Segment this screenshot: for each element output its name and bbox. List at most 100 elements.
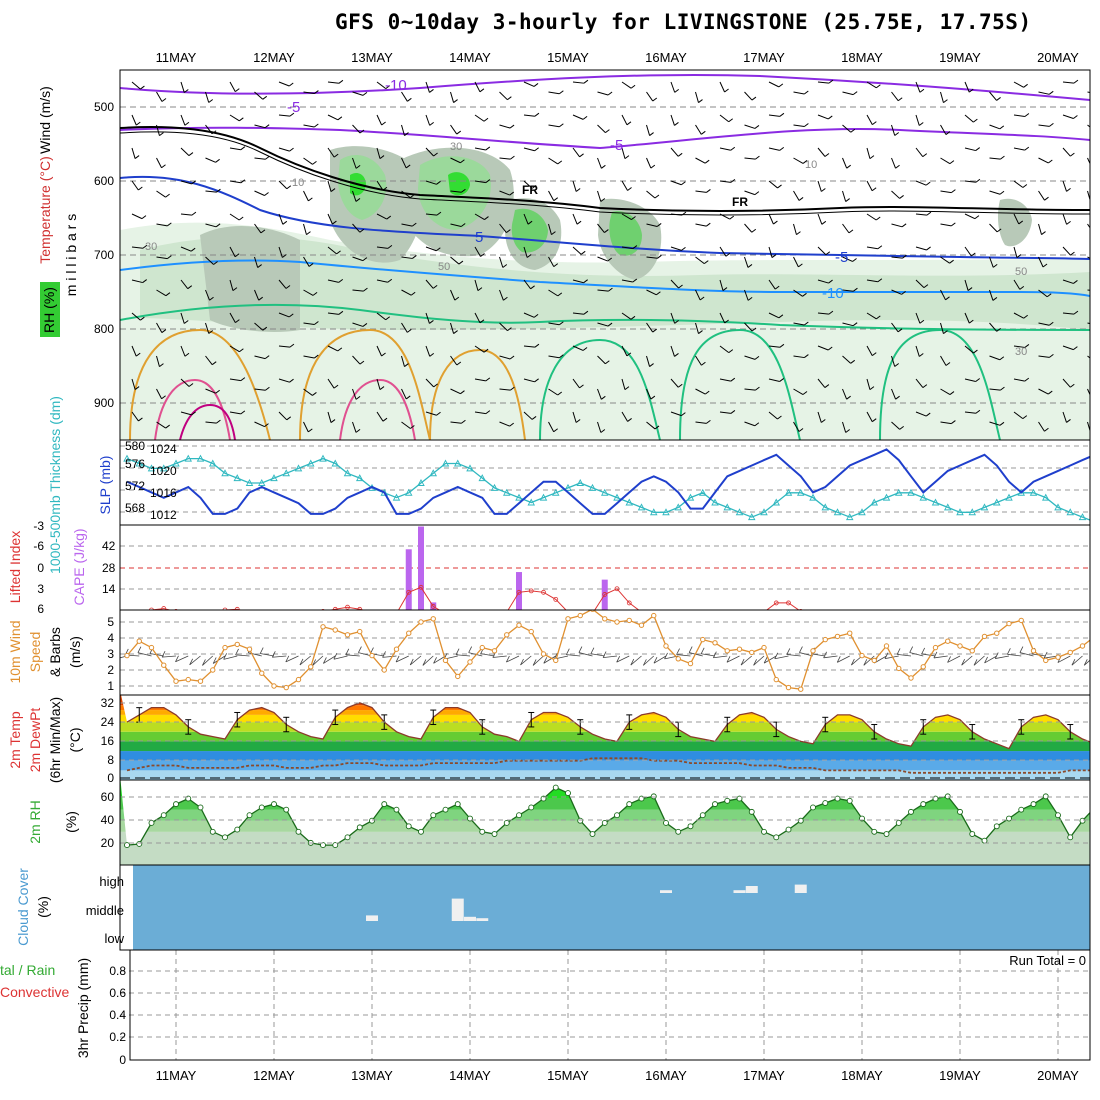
upper-wind-barb <box>915 114 920 126</box>
upper-wind-barb-flag <box>232 287 238 291</box>
rh-marker <box>957 808 963 815</box>
upper-wind-barb-flag <box>652 328 658 333</box>
temp-tick: 8 <box>107 753 114 767</box>
upper-wind-barb-flag <box>264 355 270 360</box>
surface-wind-barb-flag <box>323 657 327 664</box>
surface-wind-barb <box>189 655 201 666</box>
upper-wind-barb <box>621 312 632 320</box>
thickness-tick: 576 <box>125 457 145 471</box>
upper-wind-barb-flag <box>754 355 760 360</box>
upper-wind-barb <box>1013 378 1025 382</box>
upper-wind-barb-flag <box>142 244 148 249</box>
upper-wind-barb-flag <box>706 419 711 424</box>
upper-wind-barb <box>425 81 430 93</box>
upper-wind-barb <box>156 124 160 136</box>
upper-wind-barb-flag <box>828 310 834 315</box>
upper-wind-barb-flag <box>258 296 263 301</box>
thickness-marker <box>649 508 658 516</box>
upper-wind-barb <box>842 322 854 327</box>
upper-wind-barb-flag <box>1047 390 1053 395</box>
bottom-date-label: 13MAY <box>351 1068 393 1083</box>
upper-wind-barb-flag <box>681 211 687 216</box>
surface-wind-barb <box>995 655 1010 659</box>
surface-wind-barb-flag <box>700 647 705 654</box>
upper-wind-barb <box>474 411 486 415</box>
rh-marker <box>834 795 841 802</box>
rh-marker <box>663 819 669 826</box>
upper-wind-barb <box>425 114 431 126</box>
thickness-marker <box>637 503 646 511</box>
li-tick: 0 <box>37 561 44 575</box>
upper-wind-barb <box>523 312 535 318</box>
temp-tick: 32 <box>101 696 115 710</box>
rh-marker <box>295 828 302 835</box>
upper-wind-barb <box>768 411 778 420</box>
upper-wind-barb-flag <box>1096 129 1100 132</box>
rh-band <box>120 820 1090 832</box>
upper-wind-barb-flag <box>1066 220 1071 225</box>
upper-wind-barb-flag <box>827 346 833 351</box>
upper-wind-barb-flag <box>1024 344 1030 348</box>
rh-marker <box>197 804 204 811</box>
upper-wind-barb <box>303 91 315 95</box>
surface-wind-barb-flag <box>189 658 194 666</box>
surface-wind-barb-flag <box>740 658 745 666</box>
wind-speed-marker <box>1018 617 1024 624</box>
upper-wind-barb <box>1087 289 1090 291</box>
temp-ticks: 0 8 16 24 32 <box>101 696 115 785</box>
upper-wind-barb <box>278 411 288 421</box>
thickness-axis-label: 1000-500mb Thickness (dm) <box>47 396 63 574</box>
upper-wind-barb <box>940 388 951 396</box>
upper-wind-barb-flag <box>387 244 393 249</box>
surface-wind-barb <box>590 653 605 657</box>
top-date-label: 13MAY <box>351 50 393 65</box>
contour-label: 50 <box>438 261 450 273</box>
rh-marker <box>491 831 498 837</box>
upper-wind-barb-flag <box>722 287 728 291</box>
upper-wind-barb <box>1013 312 1024 319</box>
upper-wind-barb-flag <box>802 292 807 297</box>
upper-wind-barb-flag <box>778 314 784 319</box>
upper-wind-barb-flag <box>877 245 883 250</box>
upper-wind-barb-flag <box>630 84 636 89</box>
lifted-index-marker <box>505 609 508 610</box>
upper-wind-barb <box>352 157 357 169</box>
upper-wind-barb <box>866 147 871 159</box>
upper-wind-barb-flag <box>804 354 809 358</box>
rh-mask <box>120 780 1090 846</box>
upper-wind-barb-flag <box>918 353 924 357</box>
upper-wind-barb <box>1062 213 1068 225</box>
upper-wind-barb-flag <box>779 112 785 117</box>
rh-band <box>120 831 1090 865</box>
upper-wind-barb-flag <box>975 378 981 382</box>
upper-wind-barb-flag <box>996 327 1001 332</box>
thickness-tick: 568 <box>125 501 145 515</box>
thickness-marker <box>845 513 854 521</box>
wind-ticks: 1 2 3 4 5 <box>107 615 114 693</box>
instability-panel: -6 -3 0 3 6 14 28 42 Lifted Index CAPE (… <box>7 519 1091 616</box>
upper-wind-barb <box>597 421 602 433</box>
upper-wind-barb <box>1062 114 1074 119</box>
upper-wind-barb-flag <box>480 253 485 257</box>
upper-wind-barb <box>768 147 780 151</box>
cape-tick: 28 <box>102 561 116 575</box>
upper-wind-barb-flag <box>605 129 610 134</box>
rh-marker <box>148 819 155 826</box>
pressure-tick: 500 <box>94 100 114 114</box>
upper-wind-barb <box>744 355 756 360</box>
upper-wind-barb <box>450 190 462 193</box>
upper-wind-barb-flag <box>1019 285 1025 290</box>
contour-label: FR <box>522 183 538 197</box>
upper-wind-barb-flag <box>460 390 465 395</box>
upper-wind-barb-flag <box>926 246 931 251</box>
cloud-bar <box>464 916 476 921</box>
lifted-index-marker <box>370 609 374 610</box>
upper-wind-barb <box>523 411 533 420</box>
upper-wind-barb-flag <box>848 229 854 234</box>
thickness-slp-panel: 568 572 576 580 1012 1016 1020 1024 1000… <box>47 396 1091 574</box>
upper-wind-barb-flag <box>975 178 981 183</box>
surface-wind-barb-flag <box>395 655 400 663</box>
upper-wind-barb-flag <box>583 310 589 315</box>
surface-wind-barb-flag <box>712 651 717 658</box>
upper-wind-barb-flag <box>677 152 683 157</box>
